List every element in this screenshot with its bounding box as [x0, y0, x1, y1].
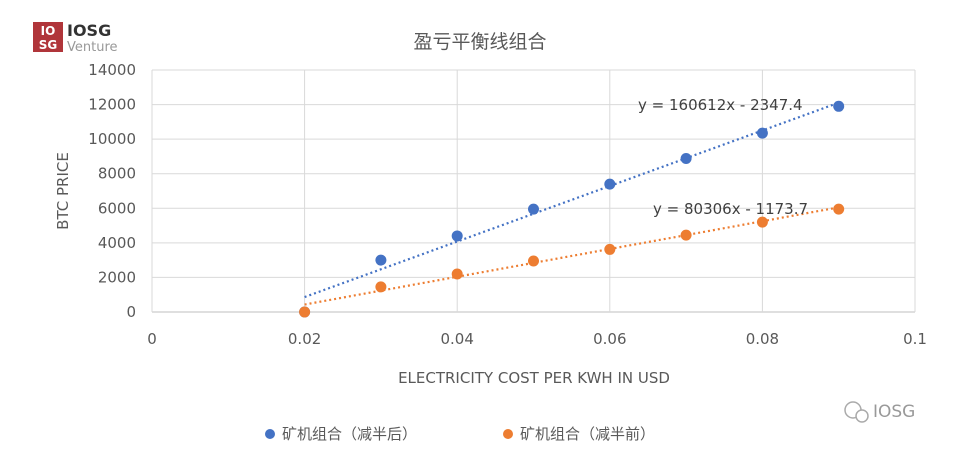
legend-marker	[265, 429, 275, 439]
iosg-logo: IO SG IOSG Venture	[33, 21, 118, 55]
data-point	[451, 230, 463, 242]
wechat-icon	[855, 409, 869, 423]
data-point	[528, 203, 539, 215]
y-tick-label: 12000	[88, 96, 136, 114]
y-tick-label: 6000	[98, 199, 136, 217]
svg-text:Venture: Venture	[67, 40, 118, 55]
data-point	[756, 216, 768, 228]
chart-title: 盈亏平衡线组合	[413, 31, 546, 53]
y-tick-label: 14000	[88, 61, 136, 79]
y-axis-label: BTC PRICE	[54, 152, 72, 230]
data-point	[451, 268, 463, 280]
svg-text:IOSG: IOSG	[67, 21, 111, 40]
data-point	[375, 254, 387, 266]
trendline	[304, 206, 839, 306]
data-point	[756, 127, 768, 139]
x-axis-label: ELECTRICITY COST PER KWH IN USD	[398, 369, 670, 387]
x-tick-label: 0.1	[903, 330, 927, 348]
data-point	[833, 100, 845, 112]
trendline-equation: y = 80306x - 1173.7	[653, 200, 808, 218]
legend-marker	[503, 429, 513, 439]
svg-text:IO: IO	[41, 24, 56, 38]
x-tick-label: 0	[147, 330, 157, 348]
x-tick-label: 0.08	[746, 330, 779, 348]
data-point	[680, 153, 692, 165]
x-tick-label: 0.04	[440, 330, 473, 348]
data-point	[604, 178, 616, 190]
data-point	[604, 243, 616, 255]
watermark-text: IOSG	[873, 402, 915, 422]
legend-label: 矿机组合（减半前）	[520, 425, 655, 443]
trendline-equation: y = 160612x - 2347.4	[638, 96, 803, 114]
y-tick-label: 10000	[88, 130, 136, 148]
data-point	[833, 203, 845, 215]
data-point	[528, 255, 539, 267]
legend-label: 矿机组合（减半后）	[282, 425, 417, 443]
data-point	[299, 306, 311, 318]
y-tick-label: 0	[126, 303, 136, 321]
data-point	[680, 229, 692, 241]
y-tick-label: 8000	[98, 165, 136, 183]
y-tick-label: 4000	[98, 234, 136, 252]
data-point	[375, 281, 387, 293]
svg-text:SG: SG	[39, 38, 58, 52]
x-tick-label: 0.06	[593, 330, 626, 348]
y-tick-label: 2000	[98, 268, 136, 286]
x-tick-label: 0.02	[288, 330, 321, 348]
